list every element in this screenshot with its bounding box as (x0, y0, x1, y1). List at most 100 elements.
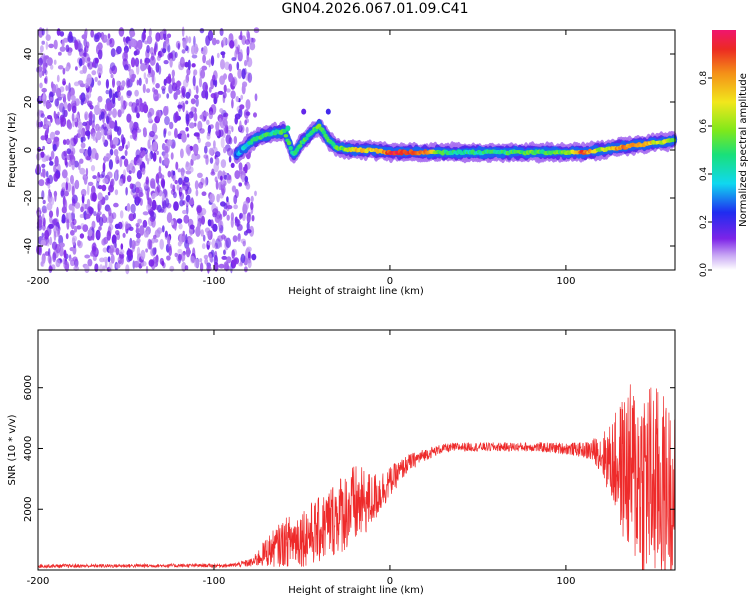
noise-speckle (125, 264, 130, 275)
noise-speckle (228, 63, 233, 72)
noise-speckle (49, 236, 53, 246)
noise-speckle (178, 253, 183, 261)
noise-speckle (199, 262, 204, 272)
noise-speckle (231, 249, 235, 259)
noise-speckle (83, 38, 87, 47)
noise-speckle (79, 83, 86, 88)
noise-speckle (176, 218, 183, 224)
noise-speckle (149, 55, 156, 66)
noise-speckle (87, 181, 94, 186)
noise-speckle (165, 198, 170, 208)
noise-speckle (254, 93, 258, 102)
noise-speckle (91, 70, 97, 76)
noise-speckle (152, 141, 158, 151)
noise-speckle (62, 67, 66, 75)
noise-speckle (108, 214, 113, 226)
noise-speckle (92, 113, 96, 124)
noise-speckle (223, 249, 226, 256)
noise-speckle (192, 143, 199, 154)
noise-speckle (108, 88, 113, 99)
noise-speckle (146, 204, 151, 211)
noise-speckle (244, 266, 248, 273)
noise-speckle (160, 206, 165, 213)
noise-speckle (197, 172, 203, 178)
noise-speckle (74, 202, 81, 209)
colorbar: 0.0 0.2 0.4 0.6 0.8 Normalized spectral ampl… (699, 30, 749, 277)
noise-speckle (212, 79, 217, 86)
noise-speckle (45, 34, 51, 41)
noise-speckle (161, 179, 165, 189)
noise-speckle (164, 145, 169, 154)
noise-speckle (46, 102, 52, 108)
y-tick-label: 40 (23, 48, 34, 61)
noise-speckle (196, 134, 200, 140)
noise-speckle (127, 40, 133, 46)
noise-speckle (182, 38, 187, 49)
noise-speckle (157, 204, 162, 213)
noise-speckle (138, 77, 142, 87)
noise-speckle (193, 258, 200, 268)
noise-speckle (56, 206, 59, 218)
noise-speckle (195, 189, 199, 197)
noise-speckle (182, 230, 185, 236)
noise-speckle (53, 164, 57, 173)
noise-speckle (59, 46, 66, 52)
noise-speckle (91, 242, 97, 252)
noise-speckle (169, 58, 173, 68)
noise-speckle (39, 82, 43, 89)
noise-speckle (142, 32, 146, 41)
noise-speckle (171, 82, 178, 92)
noise-speckle (146, 88, 151, 93)
noise-speckle (85, 167, 89, 177)
noise-speckle (245, 229, 252, 234)
noise-speckle (60, 190, 65, 197)
noise-speckle (156, 55, 161, 61)
noise-speckle (54, 130, 60, 136)
noise-speckle (83, 46, 87, 58)
noise-speckle (213, 255, 218, 265)
noise-speckle (228, 174, 232, 181)
noise-speckle (75, 66, 78, 71)
noise-speckle (112, 77, 115, 88)
noise-speckle (49, 96, 54, 102)
noise-speckle (167, 170, 172, 178)
noise-speckle (155, 173, 160, 184)
noise-speckle (211, 168, 215, 175)
noise-speckle (218, 181, 222, 191)
noise-speckle (127, 141, 130, 149)
noise-speckle (177, 104, 183, 109)
noise-speckle (146, 45, 151, 54)
noise-speckle (166, 93, 170, 99)
noise-speckle (185, 127, 189, 132)
noise-speckle (221, 188, 225, 196)
noise-speckle (152, 87, 156, 93)
noise-speckle (205, 35, 211, 46)
noise-speckle (165, 41, 170, 47)
noise-speckle (88, 207, 94, 215)
noise-speckle (201, 90, 207, 99)
noise-speckle (100, 111, 105, 120)
noise-speckle (230, 90, 236, 99)
noise-speckle (215, 39, 220, 45)
noise-speckle (191, 63, 196, 68)
track-core (239, 149, 244, 154)
noise-speckle (239, 104, 245, 110)
spectrogram-y-axis: -40 -20 0 20 40 (23, 48, 675, 254)
noise-speckle (165, 76, 172, 84)
noise-speckle (45, 129, 49, 136)
noise-speckle (48, 223, 54, 229)
noise-speckle (130, 203, 136, 214)
noise-speckle (82, 65, 87, 74)
noise-speckle (96, 211, 102, 216)
noise-speckle (210, 55, 215, 67)
noise-speckle (205, 84, 208, 92)
noise-speckle (218, 263, 225, 269)
noise-speckle (209, 253, 213, 263)
noise-speckle (129, 237, 133, 249)
track-core (286, 140, 292, 146)
noise-speckle (180, 252, 186, 262)
noise-speckle (90, 133, 95, 139)
noise-speckle (65, 44, 70, 53)
colorbar-tick-label: 0.0 (699, 263, 709, 278)
noise-speckle (208, 147, 214, 156)
